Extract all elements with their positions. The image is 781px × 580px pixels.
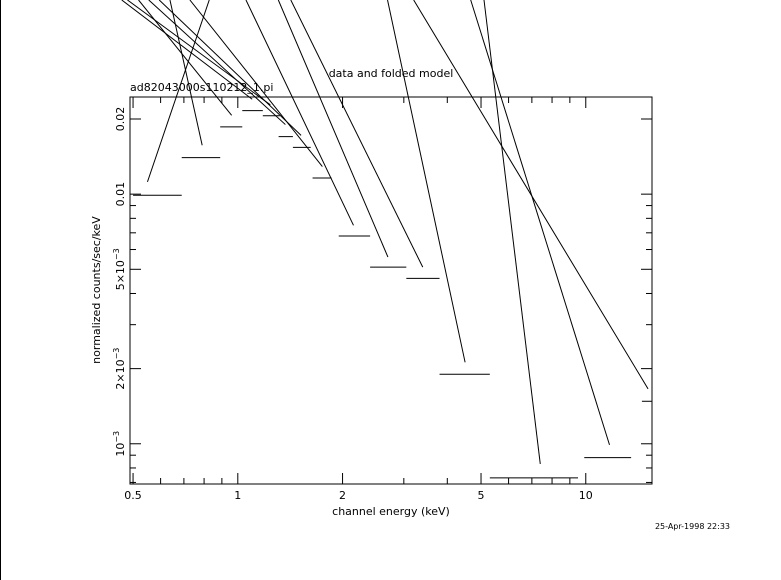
data-point (133, 0, 210, 196)
data-point (169, 0, 221, 159)
data-point (121, 0, 263, 112)
data-point (158, 0, 311, 148)
y-tick-label: 2×10−3 (112, 348, 127, 390)
data-point (148, 0, 293, 138)
data-point (277, 0, 407, 268)
timestamp: 25-Apr-1998 22:33 (655, 522, 730, 531)
data-point (189, 0, 332, 179)
y-axis-label: normalized counts/sec/keV (90, 216, 103, 364)
plot-frame (129, 96, 653, 485)
axis-ticks (130, 97, 652, 484)
y-tick-label: 0.02 (114, 107, 127, 132)
data-point (483, 0, 579, 479)
data-points (121, 0, 652, 479)
x-tick-label: 5 (478, 489, 485, 502)
x-tick-label: 1 (234, 489, 241, 502)
x-tick-label: 0.5 (124, 489, 142, 502)
data-point (245, 0, 371, 237)
data-point (290, 0, 440, 279)
x-tick-label: 2 (339, 489, 346, 502)
data-point (413, 0, 652, 402)
y-tick-label: 5×10−3 (112, 248, 127, 290)
y-tick-label: 10−3 (112, 431, 127, 457)
x-tick-label: 10 (579, 489, 593, 502)
x-axis-label: channel energy (keV) (332, 505, 450, 518)
data-point (470, 0, 632, 459)
chart-title: data and folded model (329, 67, 454, 80)
page-left-border (0, 0, 1, 580)
chart-subtitle: ad82043000s110212_1.pi (130, 81, 273, 94)
data-point (127, 0, 280, 117)
y-tick-label: 0.01 (114, 182, 127, 207)
data-point (387, 0, 490, 375)
